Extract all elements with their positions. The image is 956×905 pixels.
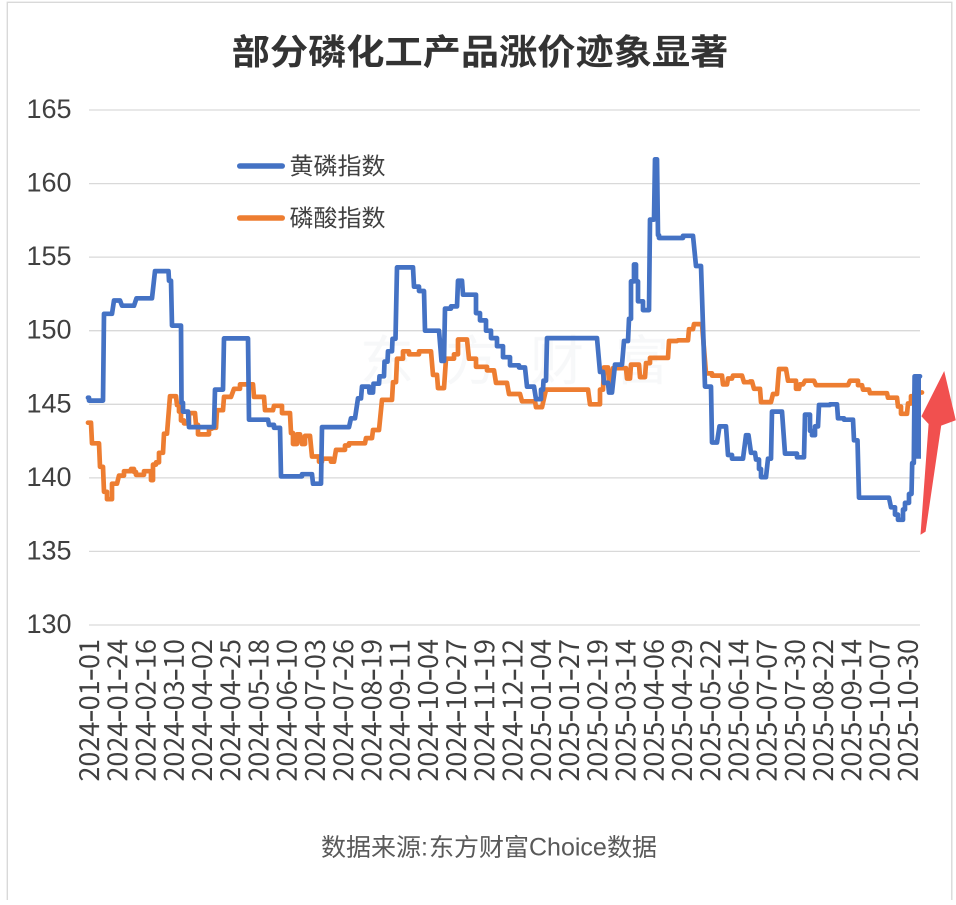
svg-text:160: 160 xyxy=(26,168,71,198)
svg-text:145: 145 xyxy=(26,388,71,418)
svg-text:130: 130 xyxy=(26,609,71,639)
svg-text:150: 150 xyxy=(26,315,71,345)
svg-text:135: 135 xyxy=(26,535,71,565)
svg-text:165: 165 xyxy=(26,94,71,124)
svg-text:155: 155 xyxy=(26,241,71,271)
svg-text:Choice: Choice xyxy=(529,834,607,862)
svg-text:140: 140 xyxy=(26,462,71,492)
svg-text::: : xyxy=(421,834,428,862)
